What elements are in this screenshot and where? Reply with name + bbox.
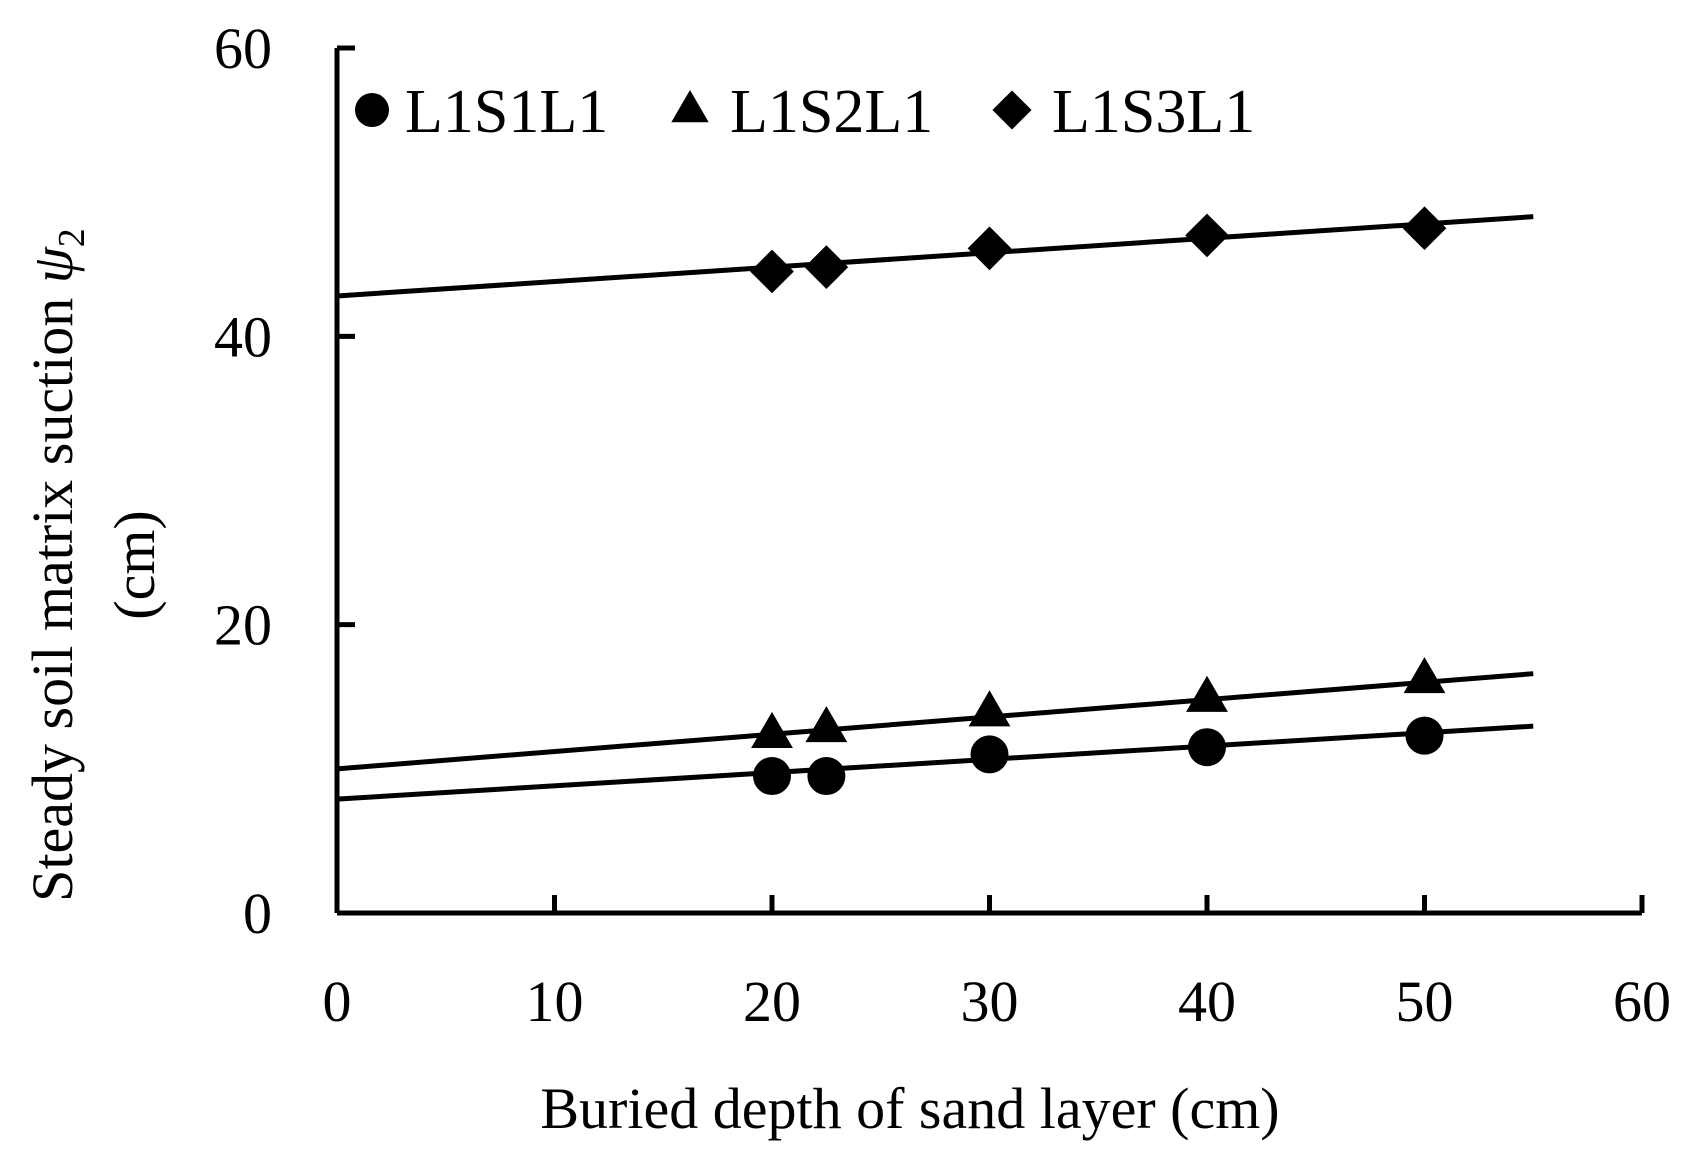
data-point-L1S3L1 [1402, 206, 1447, 251]
data-point-L1S3L1 [750, 249, 794, 294]
data-point-L1S3L1 [1185, 213, 1229, 258]
data-point-L1S2L1 [751, 711, 793, 748]
x-tick-label: 30 [961, 969, 1019, 1034]
legend-marker-L1S2L1 [671, 89, 709, 123]
y-axis-title-line2: (cm) [102, 510, 167, 620]
data-point-L1S1L1 [1405, 716, 1444, 755]
axes [334, 48, 1642, 916]
legend-label-L1S1L1: L1S1L1 [405, 78, 608, 146]
data-point-L1S1L1 [1188, 728, 1226, 767]
x-tick-label: 0 [323, 969, 352, 1034]
trendline-L1S3L1 [336, 214, 1534, 299]
y-axis-title-prefix: Steady soil matrix suction [20, 283, 85, 902]
y-axis-title: Steady soil matrix suction ψ2 (cm) [20, 228, 167, 902]
legend-marker-L1S1L1 [355, 93, 389, 127]
tick-labels: 0 10 20 30 40 50 60 0 20 40 60 [214, 16, 1671, 1034]
y-tick-label: 40 [214, 304, 272, 369]
y-axis-title-symbol: ψ [20, 246, 85, 283]
x-tick-label: 40 [1178, 969, 1236, 1034]
legend-label-L1S3L1: L1S3L1 [1052, 78, 1255, 146]
data-point-L1S3L1 [967, 226, 1012, 271]
data-point-L1S1L1 [807, 757, 846, 796]
data-point-L1S2L1 [1403, 657, 1446, 694]
data-point-L1S2L1 [805, 706, 848, 743]
x-tick-label: 10 [526, 969, 584, 1034]
data-markers [750, 206, 1447, 796]
legend: L1S1L1 L1S2L1 L1S3L1 [355, 78, 1255, 146]
trendline-L1S1L1 [336, 723, 1534, 802]
data-point-L1S3L1 [804, 245, 849, 289]
data-point-L1S2L1 [968, 690, 1011, 727]
x-tick-label: 20 [743, 969, 801, 1034]
y-axis-title-subscript: 2 [51, 228, 93, 247]
legend-marker-L1S3L1 [992, 90, 1032, 130]
y-tick-label: 20 [214, 593, 272, 658]
y-axis-title-line1: Steady soil matrix suction ψ2 [20, 228, 93, 902]
x-tick-label: 60 [1613, 969, 1671, 1034]
x-tick-label: 50 [1396, 969, 1454, 1034]
x-axis-title: Buried depth of sand layer (cm) [540, 1076, 1279, 1141]
legend-label-L1S2L1: L1S2L1 [730, 78, 933, 146]
y-tick-label: 0 [243, 881, 272, 946]
data-point-L1S1L1 [753, 757, 791, 796]
y-tick-label: 60 [214, 16, 272, 81]
tick-marks [337, 45, 1645, 913]
data-point-L1S1L1 [970, 735, 1009, 774]
trendlines [336, 214, 1534, 802]
data-point-L1S2L1 [1186, 675, 1228, 712]
trendline-L1S2L1 [336, 671, 1534, 772]
